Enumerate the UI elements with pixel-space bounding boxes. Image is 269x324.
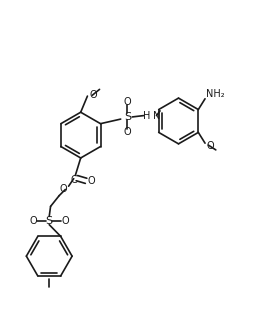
Text: H: H: [143, 110, 150, 121]
Text: S: S: [46, 216, 53, 226]
Text: O: O: [90, 90, 97, 100]
Text: S: S: [124, 112, 131, 122]
Text: O: O: [123, 127, 131, 137]
Text: O: O: [207, 141, 214, 151]
Text: O: O: [30, 216, 37, 226]
Text: NH₂: NH₂: [206, 89, 225, 99]
Text: O: O: [61, 216, 69, 226]
Text: N: N: [153, 110, 160, 121]
Text: O: O: [60, 184, 68, 194]
Text: O: O: [123, 97, 131, 107]
Text: O: O: [87, 176, 95, 186]
Text: C: C: [70, 175, 77, 185]
